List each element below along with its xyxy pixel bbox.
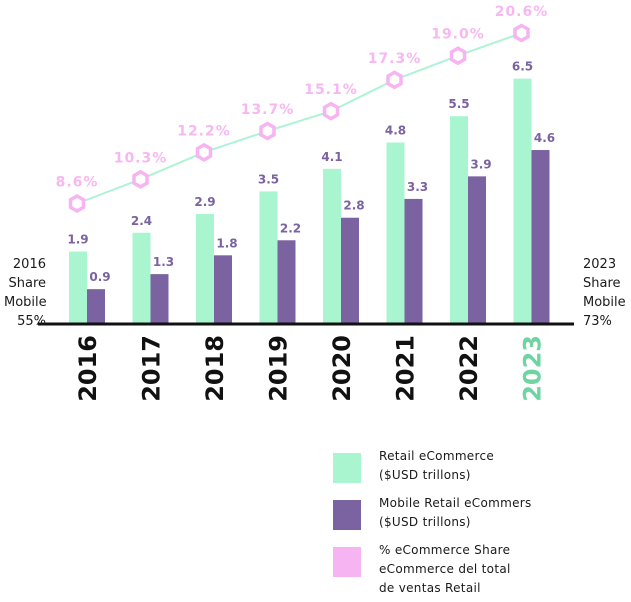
share-label-2019: 13.7%	[241, 102, 295, 118]
mobile-value-label-2019: 2.2	[280, 221, 301, 235]
retail-value-label-2017: 2.4	[131, 214, 152, 228]
share-marker-2021	[386, 70, 403, 90]
retail-value-label-2023: 6.5	[512, 60, 533, 74]
mobile-value-label-2022: 3.9	[470, 157, 491, 171]
share-label-2017: 10.3%	[114, 150, 168, 166]
legend-label-share: % eCommerce Share eCommerce del total de…	[379, 541, 579, 598]
share-mobile-2016-note: 2016 Share Mobile 55%	[4, 255, 47, 331]
mobile-bar-2021	[404, 198, 423, 323]
share-line	[76, 32, 522, 205]
mobile-bar-2019	[277, 240, 296, 323]
retail-value-label-2021: 4.8	[385, 124, 406, 138]
note-left-value: 55%	[17, 314, 46, 329]
year-label-2020: 2020	[328, 335, 356, 402]
retail-value-label-2018: 2.9	[194, 195, 215, 209]
share-marker-2017	[132, 169, 149, 189]
share-marker-2022	[449, 46, 467, 66]
share-line-layer: 8.6% 10.3% 12.2% 13.7% 15.1% 17.3% 19.0% 20.6%	[56, 4, 549, 214]
note-left-line2: Mobile	[4, 295, 47, 310]
legend-share-line-1: % eCommerce Share	[379, 543, 511, 557]
note-right-line1: Share	[583, 276, 621, 291]
year-label-2016: 2016	[74, 335, 102, 402]
legend-label-retail: Retail eCommerce ($USD trillons)	[379, 447, 579, 485]
share-marker-2020	[322, 101, 340, 121]
retail-bar-2016	[69, 251, 87, 323]
share-label-2016: 8.6%	[56, 175, 99, 191]
retail-value-label-2022: 5.5	[448, 97, 469, 111]
share-marker-2019	[259, 121, 276, 141]
note-left-line1: Share	[8, 276, 46, 291]
share-marker-2018	[195, 142, 213, 162]
retail-bar-2019	[259, 191, 278, 323]
year-label-2022: 2022	[455, 335, 483, 402]
mobile-value-label-2018: 1.8	[216, 236, 237, 250]
legend-mobile-line-2: ($USD trillons)	[379, 515, 471, 529]
share-mobile-2023-note: 2023 Share Mobile 73%	[583, 255, 629, 331]
share-marker-2016	[68, 193, 86, 214]
retail-bar-2022	[450, 116, 468, 323]
year-label-2023: 2023	[519, 335, 547, 402]
bars-layer: 1.9 0.9 2.4 1.3 2.9 1.8 3.5 2.2 4.1 2.8 4.8 3.3 5.5 3…	[67, 60, 555, 323]
mobile-bar-2020	[341, 217, 359, 323]
share-marker-2023	[513, 23, 530, 43]
axis-layer: 2016 2017 2018 2019 2020 2021 2022 2023	[38, 322, 574, 402]
mobile-bar-2022	[468, 176, 486, 323]
mobile-bar-2017	[150, 274, 169, 323]
legend-share-line-2: eCommerce del total	[379, 562, 511, 576]
share-label-2023: 20.6%	[495, 4, 549, 20]
year-label-2021: 2021	[392, 335, 420, 402]
mobile-bar-2016	[87, 289, 105, 323]
year-label-2017: 2017	[138, 335, 166, 402]
legend-swatch-share	[333, 547, 361, 577]
legend-retail-line-1: Retail eCommerce	[379, 449, 495, 463]
mobile-bar-2023	[531, 150, 550, 323]
share-label-2021: 17.3%	[368, 51, 422, 67]
legend-label-mobile: Mobile Retail eCommers ($USD trillons)	[379, 494, 579, 532]
retail-value-label-2016: 1.9	[67, 233, 88, 247]
legend-retail-line-2: ($USD trillons)	[379, 468, 471, 482]
mobile-value-label-2016: 0.9	[89, 270, 110, 284]
mobile-value-label-2021: 3.3	[407, 180, 428, 194]
note-right-value: 73%	[583, 314, 612, 329]
mobile-value-label-2023: 4.6	[534, 131, 555, 145]
share-label-2022: 19.0%	[431, 27, 485, 43]
retail-bar-2020	[323, 168, 341, 323]
note-right-year: 2023	[583, 257, 617, 272]
legend-mobile-line-1: Mobile Retail eCommers	[379, 496, 532, 510]
year-label-2019: 2019	[265, 335, 293, 402]
note-left-year: 2016	[12, 257, 46, 272]
retail-bar-2018	[196, 213, 214, 323]
share-label-2018: 12.2%	[177, 123, 231, 139]
note-right-line2: Mobile	[583, 295, 626, 310]
legend-swatch-retail	[333, 453, 361, 483]
legend-share-line-3: de ventas Retail	[379, 581, 481, 595]
year-label-2018: 2018	[201, 335, 229, 402]
retail-bar-2017	[132, 232, 151, 323]
retail-bar-2023	[513, 78, 532, 323]
legend-swatch-mobile	[333, 500, 361, 530]
mobile-value-label-2020: 2.8	[343, 199, 364, 213]
retail-value-label-2019: 3.5	[258, 172, 279, 186]
retail-value-label-2020: 4.1	[321, 150, 342, 164]
share-label-2020: 15.1%	[304, 82, 358, 98]
retail-bar-2021	[386, 142, 405, 323]
mobile-value-label-2017: 1.3	[153, 255, 174, 269]
mobile-bar-2018	[214, 255, 232, 323]
